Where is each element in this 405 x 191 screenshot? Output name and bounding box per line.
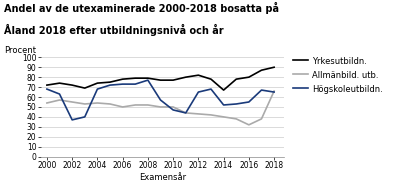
Text: Åland 2018 efter utbildningsnivå och år: Åland 2018 efter utbildningsnivå och år bbox=[4, 24, 223, 36]
X-axis label: Examensår: Examensår bbox=[139, 172, 185, 182]
Text: Procent: Procent bbox=[4, 46, 36, 55]
Text: Andel av de utexaminerade 2000-2018 bosatta på: Andel av de utexaminerade 2000-2018 bosa… bbox=[4, 2, 278, 14]
Legend: Yrkesutbildn., Allmänbild. utb., Högskoleutbildn.: Yrkesutbildn., Allmänbild. utb., Högskol… bbox=[292, 57, 382, 94]
